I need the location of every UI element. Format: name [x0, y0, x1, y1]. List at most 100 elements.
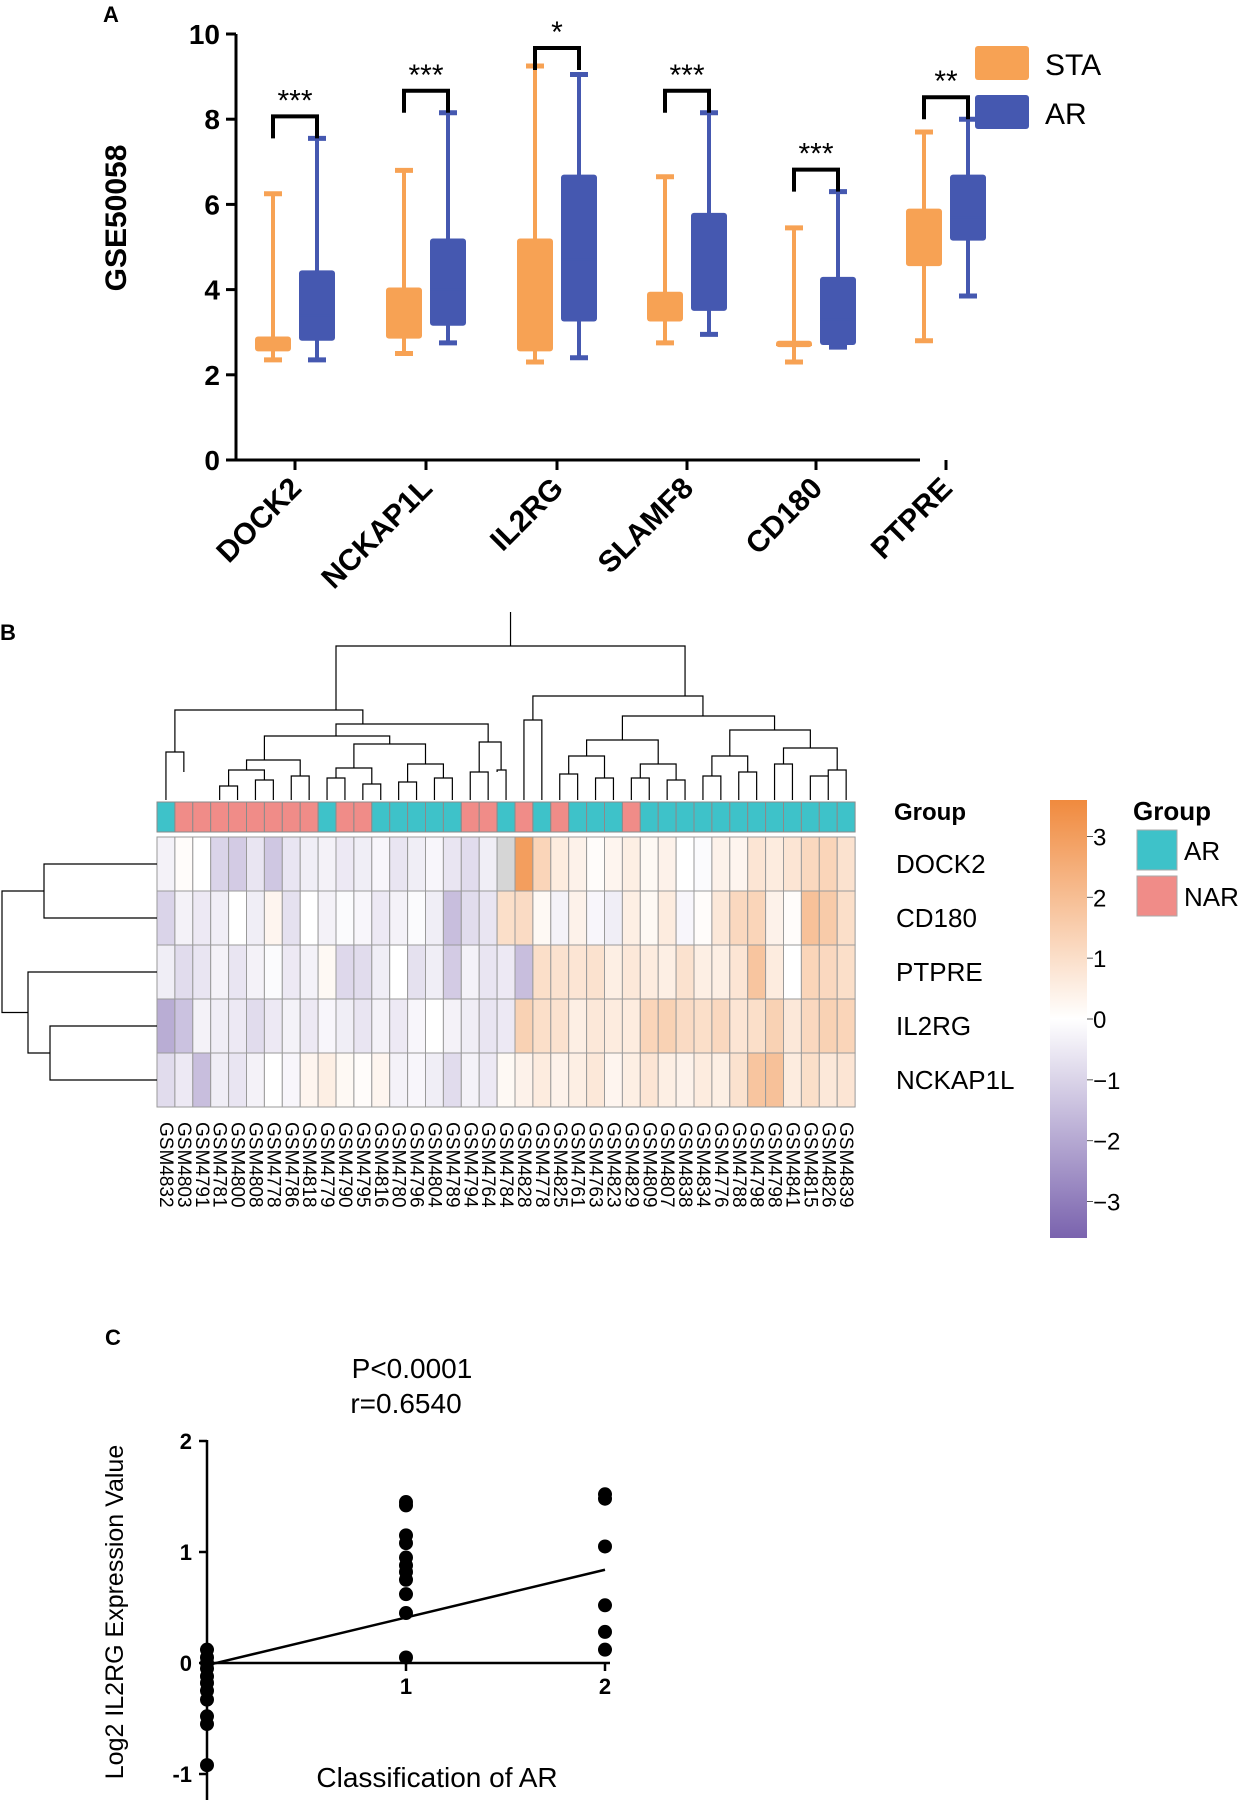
heatmap-cell: [478, 836, 498, 892]
heatmap-cell: [800, 998, 820, 1054]
heatmap-cells: [156, 836, 856, 1108]
heatmap-cell: [747, 998, 767, 1054]
column-label: GSM4778: [531, 1122, 552, 1208]
heatmap-cell: [192, 998, 212, 1054]
row-dendrogram-path: [1, 863, 157, 1081]
heatmap-cell: [210, 998, 230, 1054]
x-tick-label: IL2RG: [484, 472, 570, 558]
group-cell-ar: [675, 801, 695, 833]
y-tick-label: 6: [204, 189, 220, 220]
heatmap-cell: [210, 944, 230, 1000]
heatmap-cell: [765, 836, 784, 892]
significance-stars: ***: [669, 59, 704, 92]
heatmap-cell: [621, 944, 641, 1000]
group-cell-ar: [836, 801, 856, 833]
y-tick-label: 2: [204, 360, 220, 391]
box-ar-nckap1l: [430, 238, 466, 326]
scatter-point: [399, 1587, 413, 1602]
legend-sta-swatch: [975, 46, 1029, 80]
heatmap-cell: [335, 836, 355, 892]
c-y-tick-label: -1: [172, 1762, 192, 1787]
group-cell-ar: [496, 801, 516, 833]
heatmap-cell: [800, 890, 820, 946]
box-ar-dock2: [299, 270, 335, 341]
heatmap-cell: [335, 890, 355, 946]
heatmap-cell: [783, 890, 802, 946]
box-ar-cd180: [820, 276, 856, 345]
group-cell-ar: [818, 801, 838, 833]
column-label: GSM4809: [638, 1122, 659, 1208]
row-dendrogram: [1, 863, 157, 1081]
heatmap-cell: [317, 890, 337, 946]
column-label: GSM4826: [817, 1122, 838, 1208]
heatmap-cell: [281, 944, 301, 1000]
group-cell-ar: [156, 801, 176, 833]
heatmap-cell: [729, 944, 749, 1000]
heatmap-cell: [353, 998, 373, 1054]
box-ar-slamf8: [691, 212, 727, 311]
panel-c-label: C: [105, 1325, 121, 1350]
panel-a-label: A: [103, 2, 119, 27]
heatmap-cell: [550, 890, 570, 946]
heatmap-row-labels: DOCK2 CD180 PTPRE IL2RG NCKAP1L: [896, 849, 1015, 1095]
column-label: GSM4761: [567, 1122, 588, 1208]
heatmap-cell: [604, 890, 623, 946]
group-cell-ar: [407, 801, 427, 833]
column-label: GSM4781: [209, 1122, 230, 1208]
scatter-point: [598, 1642, 612, 1657]
group-cell-nar: [210, 801, 230, 833]
heatmap-cell: [729, 890, 749, 946]
significance-stars: *: [551, 16, 563, 49]
heatmap-cell: [442, 890, 462, 946]
heatmap-cell: [711, 944, 731, 1000]
column-dendrogram-path: [165, 612, 847, 800]
heatmap-cell: [371, 944, 391, 1000]
group-annotation-bar: [156, 801, 856, 833]
heatmap-cell: [496, 998, 516, 1054]
panel-a-boxes: [255, 63, 986, 365]
heatmap-cell: [174, 890, 194, 946]
heatmap-cell: [532, 944, 552, 1000]
heatmap-cell: [783, 1052, 802, 1108]
group-cell-ar: [639, 801, 659, 833]
heatmap-cell: [604, 836, 623, 892]
column-label: GSM4825: [549, 1122, 570, 1208]
heatmap-cell: [568, 890, 588, 946]
heatmap-cell: [514, 998, 534, 1054]
heatmap-cell: [228, 998, 248, 1054]
heatmap-cell: [335, 944, 355, 1000]
x-tick-label: PTPRE: [865, 472, 959, 566]
group-cell-nar: [299, 801, 319, 833]
heatmap-cell: [246, 1052, 265, 1108]
box-sta-dock2: [255, 336, 291, 352]
column-label: GSM4798: [764, 1122, 785, 1208]
heatmap-cell: [156, 998, 176, 1054]
heatmap-cell: [299, 944, 319, 1000]
row-label-ptpre: PTPRE: [896, 957, 983, 987]
column-label: GSM4818: [298, 1122, 319, 1208]
heatmap-cell: [174, 836, 194, 892]
heatmap-cell: [586, 836, 605, 892]
heatmap-cell: [783, 998, 802, 1054]
heatmap-cell: [317, 944, 337, 1000]
column-label: GSM4816: [370, 1122, 391, 1208]
heatmap-cell: [478, 1052, 498, 1108]
y-tick-label: 10: [189, 19, 220, 50]
scatter-point: [598, 1539, 612, 1554]
heatmap-cell: [263, 998, 283, 1054]
heatmap-cell: [586, 944, 605, 1000]
group-row-label: Group: [894, 799, 966, 826]
heatmap-cell: [514, 890, 534, 946]
heatmap-cell: [335, 998, 355, 1054]
heatmap-cell: [246, 836, 265, 892]
heatmap-cell: [836, 1052, 856, 1108]
column-label: GSM4796: [406, 1122, 427, 1208]
column-label: GSM4778: [262, 1122, 283, 1208]
column-label: GSM4764: [477, 1122, 498, 1208]
scatter-point: [399, 1498, 413, 1513]
heatmap-cell: [317, 1052, 337, 1108]
panel-a-y-label: GSE50058: [100, 145, 133, 292]
heatmap-cell: [299, 836, 319, 892]
heatmap-cell: [747, 890, 767, 946]
